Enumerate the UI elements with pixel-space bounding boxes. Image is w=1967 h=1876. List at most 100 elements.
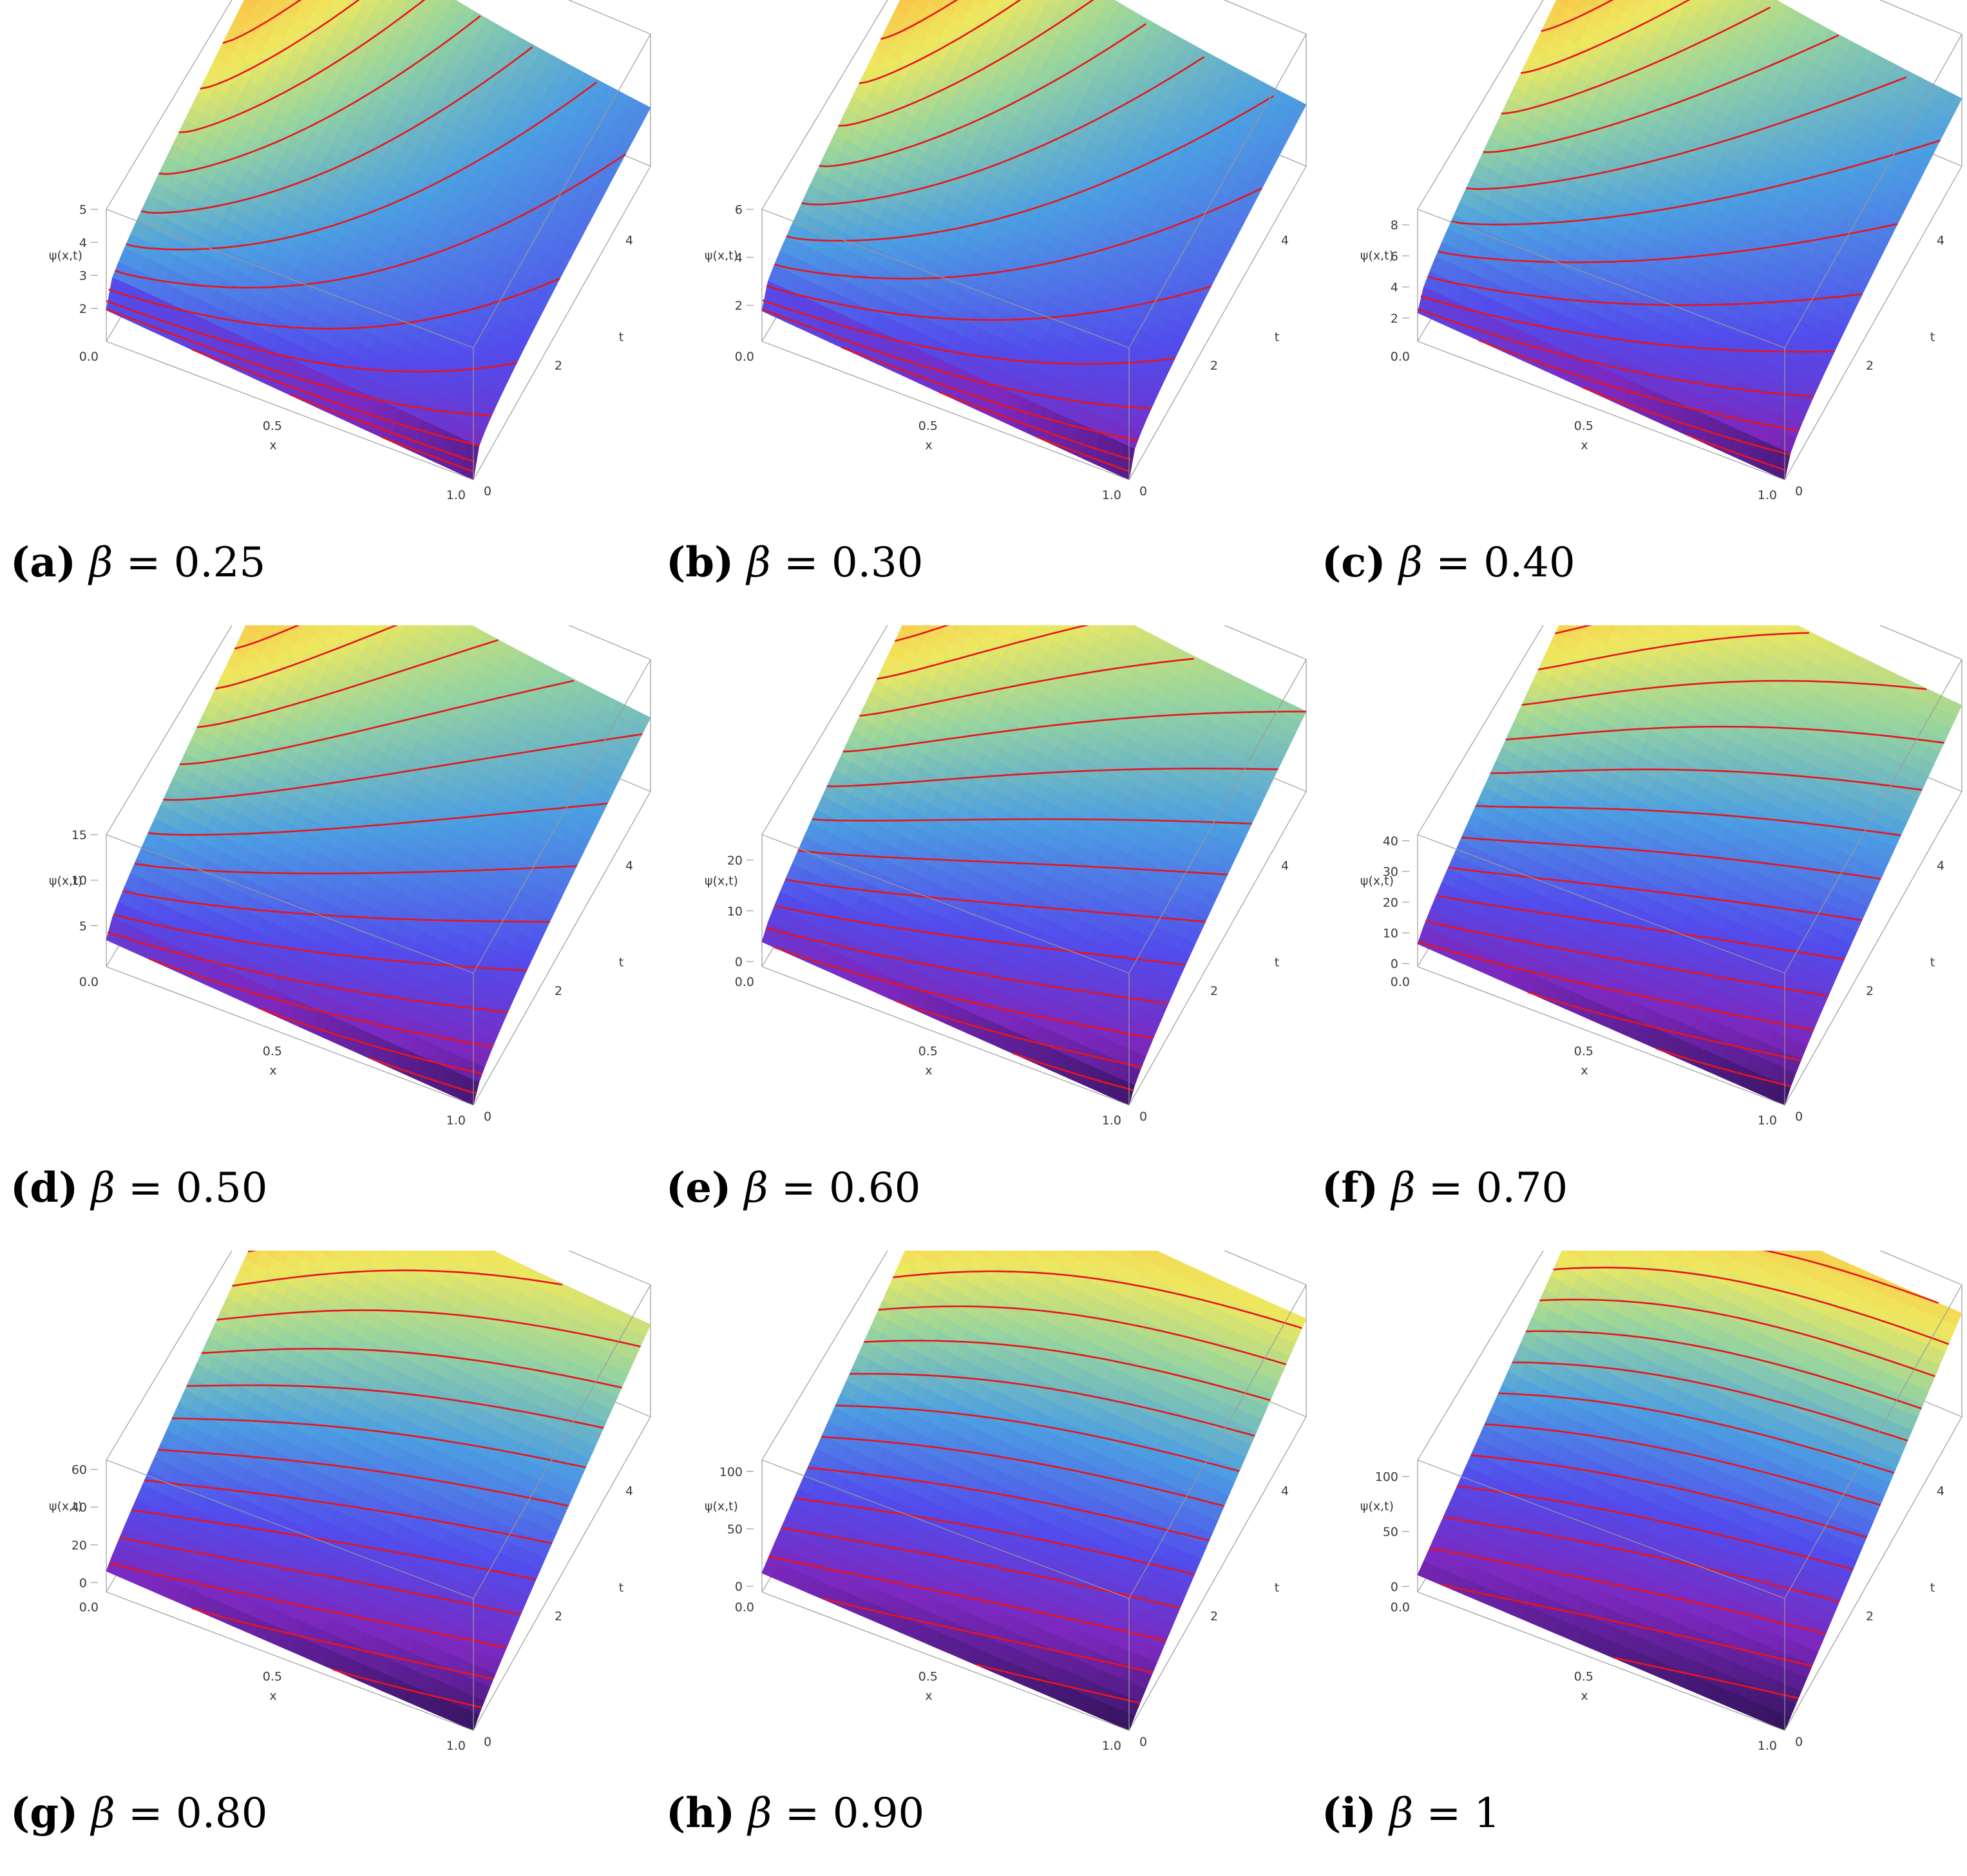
z-tick-label: 60 — [71, 1463, 87, 1477]
z-tick-label: 2 — [79, 302, 87, 316]
caption-value: = 0.60 — [781, 1164, 921, 1212]
contour-line — [1538, 632, 1809, 670]
panel-c: 2 4 6 8 ψ(x,t) 0.0 0.5 1.0 x 0 2 4 t (c) β = 0.40 — [1311, 0, 1967, 625]
contour-line — [106, 308, 492, 417]
contour-line — [838, 0, 1094, 127]
z-tick-label: 15 — [71, 828, 87, 842]
panel-caption: (a) β = 0.25 — [10, 538, 265, 587]
contour-line — [821, 1435, 1225, 1507]
x-tick-label: 0.0 — [1391, 1600, 1410, 1615]
contour-line — [147, 802, 608, 836]
contour-line — [172, 1417, 586, 1468]
t-tick-label: 4 — [1281, 858, 1289, 873]
z-axis-label: ψ(x,t) — [705, 1499, 738, 1513]
x-tick-label: 1.0 — [446, 1113, 466, 1128]
caption-letter: (c) — [1322, 538, 1386, 587]
caption-symbol: β — [1376, 1790, 1427, 1837]
z-tick-label: 20 — [1383, 896, 1398, 910]
contour-line — [774, 187, 1263, 280]
contour-lines — [761, 0, 1274, 473]
contour-line — [1037, 436, 1130, 473]
z-tick-label: 100 — [1375, 1470, 1398, 1484]
contour-line — [859, 658, 1194, 717]
contour-line — [108, 278, 560, 330]
contour-line — [1429, 1547, 1826, 1635]
contour-line — [1476, 805, 1901, 837]
z-tick-label: 4 — [79, 236, 87, 250]
box-front-edges — [106, 1284, 651, 1731]
x-tick-label: 0.0 — [79, 1600, 99, 1615]
contour-line — [1526, 1330, 1922, 1410]
contour-line — [762, 299, 1175, 365]
z-tick-label: 4 — [735, 251, 743, 265]
contour-lines — [106, 0, 627, 473]
t-axis-label: t — [619, 956, 623, 970]
z-tick-label: 50 — [1383, 1525, 1398, 1539]
t-tick-label: 2 — [1210, 359, 1218, 373]
surface-plot: 0 10 20 ψ(x,t) 0.0 0.5 1.0 x 0 2 4 t — [705, 625, 1307, 1128]
z-axis-label: ψ(x,t) — [705, 249, 738, 263]
panel-caption: (d) β = 0.50 — [10, 1164, 267, 1212]
contour-line — [976, 1663, 1141, 1704]
contour-line — [793, 1497, 1195, 1576]
contour-line — [1521, 679, 1927, 706]
surface-plot: 0 10 20 30 40 ψ(x,t) 0.0 0.5 1.0 x 0 2 4 t — [1360, 625, 1962, 1128]
x-tick-label: 0.0 — [1391, 350, 1410, 364]
t-axis-label: t — [1930, 1581, 1935, 1595]
panel-d: 5 10 15 ψ(x,t) 0.0 0.5 1.0 x 0 2 4 t (d) β = 0.50 — [0, 625, 656, 1251]
t-axis-label: t — [1930, 330, 1935, 345]
contour-line — [119, 1537, 521, 1616]
contour-line — [801, 56, 1205, 205]
box-front-edges — [106, 659, 651, 1106]
t-tick-label: 0 — [484, 1735, 491, 1749]
panel-h: 0 50 100 ψ(x,t) 0.0 0.5 1.0 x 0 2 4 t (h) β = 0.90 — [656, 1251, 1311, 1876]
z-tick-label: 10 — [727, 904, 743, 918]
x-tick-label: 1.0 — [1758, 488, 1777, 502]
contour-line — [1541, 0, 1614, 32]
contour-line — [859, 0, 1022, 84]
t-tick-label: 4 — [1281, 1484, 1289, 1498]
contour-line — [381, 436, 474, 473]
x-axis-label: x — [1581, 439, 1588, 453]
z-tick-label: 0 — [79, 1576, 87, 1590]
contour-line — [126, 81, 598, 251]
contour-line — [896, 1000, 1142, 1068]
x-tick-label: 0.0 — [79, 975, 99, 989]
contour-line — [369, 1057, 476, 1094]
caption-letter: (b) — [666, 538, 734, 587]
box-front-edges — [1417, 659, 1962, 1106]
z-tick-label: 0 — [735, 955, 743, 969]
contour-line — [1438, 223, 1898, 263]
contour-line — [1450, 139, 1941, 226]
t-tick-label: 2 — [555, 359, 562, 373]
contour-line — [765, 927, 1168, 1005]
z-axis-label: ψ(x,t) — [49, 249, 82, 263]
contour-line — [1418, 941, 1814, 1031]
x-tick-label: 1.0 — [1102, 1113, 1121, 1128]
caption-symbol: β — [78, 1790, 128, 1837]
contour-lines — [107, 625, 643, 1094]
x-tick-label: 0.0 — [735, 975, 754, 989]
contour-lines — [765, 625, 1306, 1091]
z-tick-label: 0 — [1391, 957, 1398, 971]
x-axis-label: x — [1581, 1064, 1588, 1078]
t-tick-label: 4 — [625, 233, 633, 247]
t-tick-label: 2 — [1866, 359, 1874, 373]
contour-line — [201, 1348, 622, 1388]
contour-line — [1012, 1052, 1134, 1091]
contour-line — [1656, 1048, 1791, 1088]
panel-caption: (e) β = 0.60 — [666, 1164, 920, 1212]
t-tick-label: 4 — [625, 858, 633, 873]
contour-line — [163, 733, 643, 801]
x-tick-label: 0.0 — [79, 350, 99, 364]
t-axis-label: t — [619, 1581, 623, 1595]
caption-symbol: β — [1378, 1164, 1429, 1212]
z-tick-label: 20 — [727, 853, 743, 867]
contour-line — [191, 1607, 494, 1680]
panel-caption: (c) β = 0.40 — [1322, 538, 1575, 587]
contour-line — [1478, 339, 1800, 431]
z-tick-label: 30 — [1383, 865, 1398, 879]
contour-line — [1505, 726, 1944, 744]
contour-line — [191, 348, 480, 446]
